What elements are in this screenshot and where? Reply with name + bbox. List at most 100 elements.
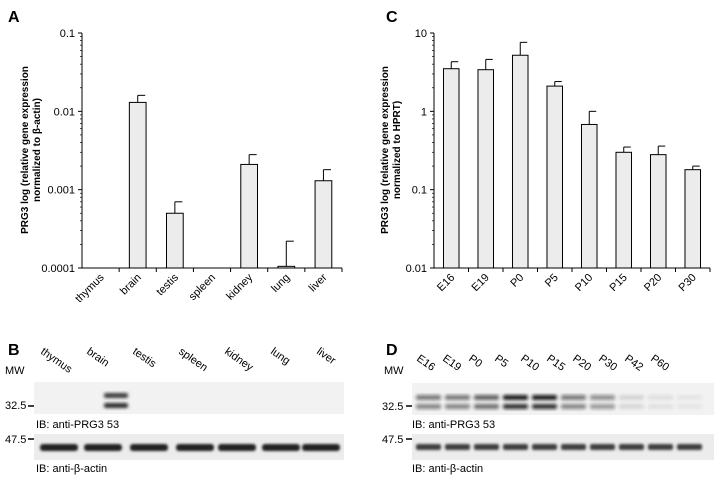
blot-b-lane-labels: thymus brain testis spleen kidney lung liver — [38, 346, 338, 376]
chart-c: PRG3 log (relative gene expression norma… — [380, 28, 711, 294]
actin-band — [445, 444, 470, 450]
blot-b-label-1: IB: anti-PRG3 53 — [36, 419, 119, 431]
lane-label-testis: testis — [130, 346, 158, 371]
blot-b-bands — [40, 393, 340, 451]
chart-c-ylabel-line2: normalized to HPRT) — [392, 101, 403, 199]
blot-d-bands — [416, 395, 702, 450]
x-tick-label-P30: P30 — [677, 272, 699, 294]
lane-label-P60: P60 — [648, 353, 671, 374]
chart-a-ylabel-line2: normalized to β-actin) — [32, 98, 43, 202]
panel-letter-a: A — [8, 9, 20, 26]
lane-label-P42: P42 — [622, 353, 645, 374]
bar-P15 — [615, 151, 633, 269]
panel-letter-c: C — [386, 9, 398, 26]
prg3-band-lower — [677, 404, 702, 409]
prg3-band-lower — [416, 404, 441, 409]
x-tick-label-P5: P5 — [543, 272, 561, 290]
band-brain-upper — [104, 393, 128, 398]
bar-P10 — [580, 123, 598, 269]
prg3-band-lower — [648, 404, 673, 409]
actin-band — [262, 444, 300, 451]
blot-d-mw2: 47.5 — [382, 434, 403, 446]
x-tick-label-P15: P15 — [608, 272, 630, 294]
y-tick-label: 0.1 — [60, 28, 75, 40]
actin-band — [474, 444, 499, 450]
prg3-band-lower — [590, 404, 615, 409]
prg3-band-upper — [503, 395, 528, 400]
prg3-band-upper — [590, 395, 615, 400]
prg3-band-upper — [416, 395, 441, 400]
x-tick-label-E19: E19 — [470, 272, 492, 294]
prg3-band-upper — [532, 395, 557, 400]
y-tick-label: 0.1 — [412, 185, 427, 197]
prg3-band-lower — [474, 404, 499, 409]
lane-label-liver: liver — [314, 346, 338, 368]
prg3-band-lower — [445, 404, 470, 409]
chart-c-ylabel-line1: PRG3 log (relative gene expression — [380, 66, 391, 234]
prg3-band-lower — [561, 404, 586, 409]
y-tick-label: 10 — [415, 28, 427, 40]
blot-b-label-2: IB: anti-β-actin — [36, 463, 107, 475]
blot-d: MW 32.5 47.5 IB: anti-PRG3 53 IB: anti-β… — [382, 353, 714, 475]
lane-label-P5: P5 — [492, 353, 510, 371]
x-tick-label-thymus: thymus — [73, 271, 107, 305]
actin-band — [503, 444, 528, 450]
panel-letter-b: B — [8, 342, 20, 359]
lane-label-E16: E16 — [414, 353, 437, 374]
lane-label-spleen: spleen — [176, 346, 209, 374]
actin-band — [619, 444, 644, 450]
prg3-band-upper — [445, 395, 470, 400]
blot-d-lane-labels: E16 E19 P0 P5 P10 P15 P20 P30 P42 P60 — [414, 353, 671, 374]
bar-E19 — [477, 69, 495, 269]
actin-band — [130, 444, 168, 451]
lane-label-brain: brain — [84, 346, 111, 370]
y-tick-label: 0.001 — [47, 185, 75, 197]
lane-label-E19: E19 — [440, 353, 463, 374]
prg3-band-upper — [561, 395, 586, 400]
blot-d-label-2: IB: anti-β-actin — [412, 463, 483, 475]
bar-kidney — [240, 163, 259, 269]
bar-P20 — [649, 154, 667, 269]
lane-label-P30: P30 — [596, 353, 619, 374]
actin-band — [218, 444, 256, 451]
bar-E16 — [442, 68, 460, 269]
actin-band — [40, 444, 78, 451]
x-tick-label-E16: E16 — [435, 272, 457, 294]
blot-b-mw-header: MW — [5, 365, 25, 377]
y-tick-label: 0.01 — [406, 263, 427, 275]
x-tick-label-lung: lung — [269, 272, 292, 295]
bar-testis — [166, 212, 184, 269]
bar-P5 — [546, 85, 564, 269]
bar-brain — [128, 101, 147, 269]
prg3-band-lower — [532, 404, 557, 409]
x-tick-label-brain: brain — [118, 272, 144, 298]
actin-band — [648, 444, 673, 450]
lane-label-kidney: kidney — [222, 346, 255, 374]
x-tick-label-P20: P20 — [642, 272, 664, 294]
x-tick-label-spleen: spleen — [187, 272, 218, 303]
actin-band — [561, 444, 586, 450]
blot-d-label-1: IB: anti-PRG3 53 — [412, 419, 495, 431]
blot-d-mw-header: MW — [384, 365, 404, 377]
y-tick-label: 0.0001 — [41, 263, 75, 275]
prg3-band-upper — [677, 395, 702, 400]
chart-a-ylabel-line1: PRG3 log (relative gene expression — [20, 66, 31, 234]
actin-band — [176, 444, 214, 451]
actin-band — [416, 444, 441, 450]
lane-label-lung: lung — [268, 346, 292, 368]
lane-label-P20: P20 — [570, 353, 593, 374]
actin-band — [532, 444, 557, 450]
x-tick-label-P10: P10 — [573, 272, 595, 294]
lane-label-P0: P0 — [466, 353, 484, 371]
x-tick-label-liver: liver — [307, 271, 330, 294]
bar-liver — [314, 180, 333, 269]
x-tick-label-testis: testis — [154, 271, 181, 298]
prg3-band-upper — [619, 395, 644, 400]
chart-a: PRG3 log (relative gene expression norma… — [20, 28, 343, 305]
lane-label-P15: P15 — [544, 353, 567, 374]
blot-b-mw1: 32.5 — [5, 400, 26, 412]
y-tick-label: 1 — [421, 106, 427, 118]
panel-letter-d: D — [386, 342, 398, 359]
prg3-band-upper — [648, 395, 673, 400]
